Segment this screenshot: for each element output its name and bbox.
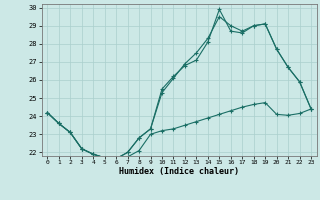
X-axis label: Humidex (Indice chaleur): Humidex (Indice chaleur) — [119, 167, 239, 176]
